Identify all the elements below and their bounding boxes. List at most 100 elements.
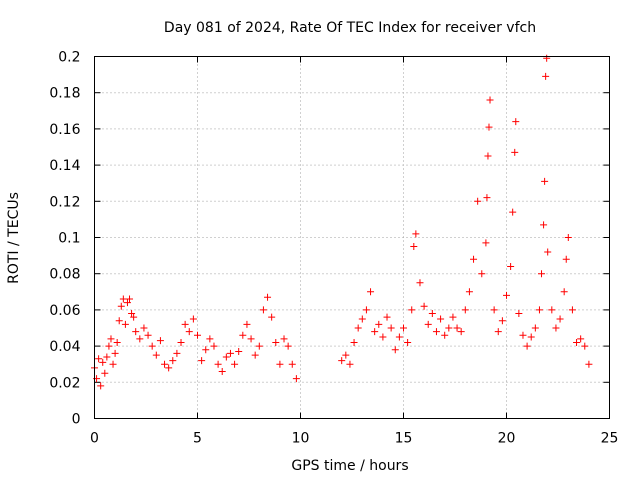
y-tick-label: 0.1 (58, 231, 80, 247)
data-point (177, 338, 185, 346)
data-point (126, 295, 134, 303)
data-point (210, 342, 218, 350)
data-point (387, 324, 395, 332)
x-axis-label: GPS time / hours (291, 458, 408, 474)
data-point (391, 346, 399, 354)
data-point (222, 353, 230, 361)
data-point (375, 320, 383, 328)
data-point (412, 230, 420, 238)
data-point (165, 364, 173, 372)
data-point (113, 338, 121, 346)
data-point (507, 262, 515, 270)
data-point (251, 351, 259, 359)
data-point (132, 328, 140, 336)
data-point (123, 299, 131, 307)
x-axis-tick-labels: 0 5 10 15 20 25 (90, 431, 618, 447)
data-point (511, 148, 519, 156)
data-point (130, 313, 138, 321)
data-point (552, 324, 560, 332)
data-point (264, 293, 272, 301)
x-tick-label: 5 (193, 431, 202, 447)
data-point (445, 324, 453, 332)
data-point (173, 349, 181, 357)
data-point (428, 310, 436, 318)
data-point (512, 118, 520, 126)
data-point (288, 360, 296, 368)
data-point (564, 234, 572, 241)
data-point (136, 335, 144, 343)
data-point (358, 315, 366, 323)
data-point (243, 320, 251, 328)
data-point (490, 306, 498, 314)
data-point (470, 255, 478, 263)
data-point (400, 324, 407, 332)
y-axis-tick-labels: 0 0.02 0.04 0.06 0.08 0.1 0.12 0.14 0.16 0.18 0.2 (49, 50, 80, 428)
data-point (239, 331, 247, 339)
data-point (519, 331, 527, 339)
data-point (152, 351, 160, 359)
data-point (189, 315, 197, 323)
data-point (202, 346, 210, 354)
x-tick-label: 15 (395, 431, 413, 447)
data-point (247, 335, 255, 343)
data-point (276, 360, 284, 368)
data-point (483, 194, 491, 202)
data-point (515, 310, 523, 318)
plot-frame (94, 56, 610, 419)
data-point (284, 342, 292, 350)
data-point (117, 302, 125, 310)
data-point (408, 306, 416, 314)
data-point (562, 255, 570, 263)
data-point (585, 360, 593, 368)
data-point (494, 328, 502, 336)
data-point (338, 357, 346, 365)
data-point (140, 324, 148, 332)
data-point (218, 367, 226, 375)
data-point (272, 338, 280, 346)
data-points (91, 54, 593, 390)
data-point (457, 328, 465, 336)
data-point (156, 337, 164, 345)
data-point (404, 338, 412, 346)
data-point (206, 335, 214, 343)
data-point (420, 302, 428, 310)
data-point (424, 320, 432, 328)
data-point (350, 338, 358, 346)
data-point (115, 317, 123, 325)
data-point (544, 248, 552, 256)
data-point (509, 208, 517, 216)
data-point (540, 221, 548, 229)
x-tick-label: 0 (90, 431, 99, 447)
data-point (226, 349, 234, 357)
y-axis-label: ROTI / TECUs (6, 192, 22, 284)
data-point (581, 342, 589, 350)
y-tick-label: 0.18 (49, 86, 80, 102)
data-point (560, 288, 568, 296)
data-point (121, 320, 129, 328)
data-point (379, 333, 387, 341)
data-point (484, 152, 492, 160)
y-tick-label: 0.14 (49, 158, 80, 174)
y-tick-label: 0.16 (49, 122, 80, 138)
data-point (235, 348, 243, 356)
data-point (568, 306, 576, 314)
y-tick-label: 0.06 (49, 303, 80, 319)
data-point (103, 353, 111, 361)
data-point (144, 331, 152, 339)
data-point (367, 288, 375, 296)
data-point (97, 382, 105, 390)
data-point (107, 335, 115, 343)
data-point (280, 335, 288, 343)
data-point (577, 335, 585, 343)
data-point (461, 306, 469, 314)
data-point (478, 270, 486, 278)
data-point (342, 351, 350, 359)
data-point (498, 317, 506, 325)
data-point (354, 324, 362, 332)
x-tick-label: 10 (292, 431, 310, 447)
data-point (95, 355, 103, 363)
data-point (194, 331, 201, 339)
data-point (543, 54, 551, 62)
data-point (523, 342, 531, 350)
